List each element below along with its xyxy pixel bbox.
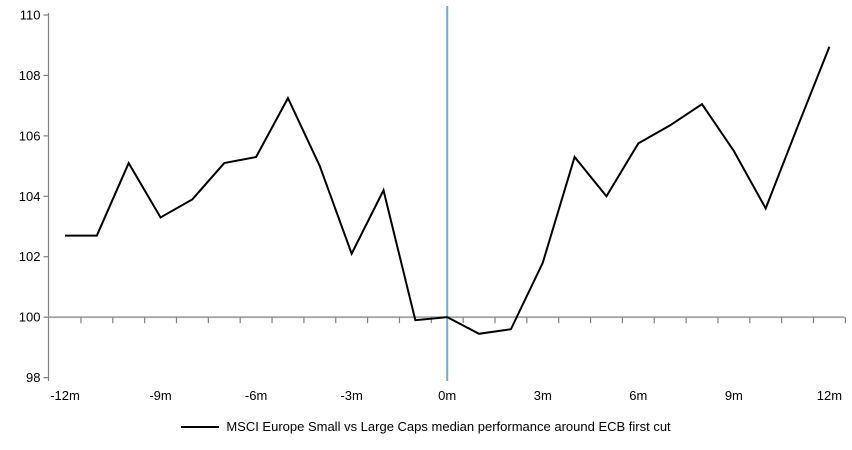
y-axis-tick-label: 98 [26,370,40,385]
y-axis-tick-label: 100 [19,310,41,325]
x-axis-tick-label: 12m [817,388,842,403]
y-axis-tick-label: 106 [19,128,41,143]
x-axis-tick-label: -3m [340,388,362,403]
y-axis-tick-label: 102 [19,249,41,264]
legend-label: MSCI Europe Small vs Large Caps median p… [226,419,671,434]
x-axis-tick-label: 0m [438,388,456,403]
y-axis-tick-label: 108 [19,68,41,83]
x-axis-tick-label: 6m [629,388,647,403]
x-axis-tick-label: 9m [725,388,743,403]
y-axis-tick-label: 110 [20,8,41,23]
x-axis-tick-label: 3m [534,388,552,403]
x-axis-tick-label: -6m [245,388,267,403]
x-axis-tick-label: -12m [50,388,80,403]
legend-line-sample [181,425,220,428]
y-axis-tick-label: 104 [19,189,41,204]
x-axis-tick-label: -9m [149,388,171,403]
legend: MSCI Europe Small vs Large Caps median p… [0,419,852,434]
series-line [65,46,831,335]
